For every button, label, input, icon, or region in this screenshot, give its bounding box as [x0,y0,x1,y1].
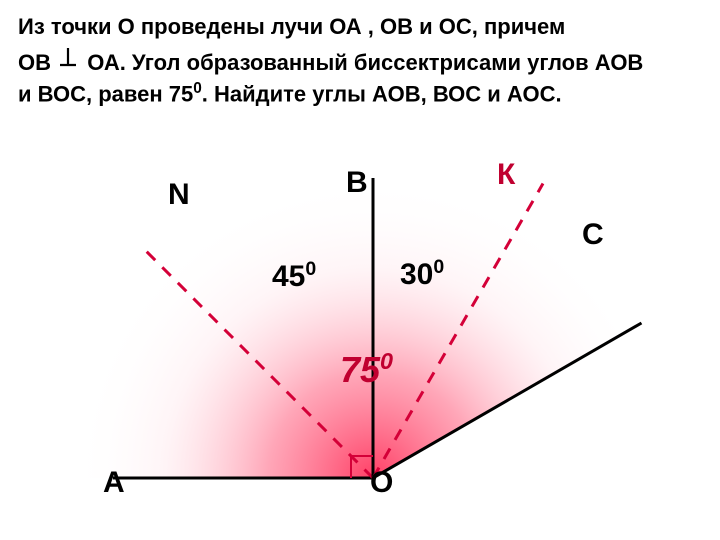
label-a75: 750 [340,348,393,391]
label-a30: 300 [400,256,444,292]
label-O: О [370,466,393,500]
label-B: В [346,166,368,200]
geometry-problem: { "problem": { "line1": "Из точки О пров… [0,0,720,540]
angle-fan-gradient [73,178,633,478]
label-K: К [497,158,515,192]
label-A: А [103,466,125,500]
label-N: N [168,178,190,212]
geometry-diagram [0,0,720,540]
label-C: С [582,218,604,252]
label-a45: 450 [272,258,316,294]
